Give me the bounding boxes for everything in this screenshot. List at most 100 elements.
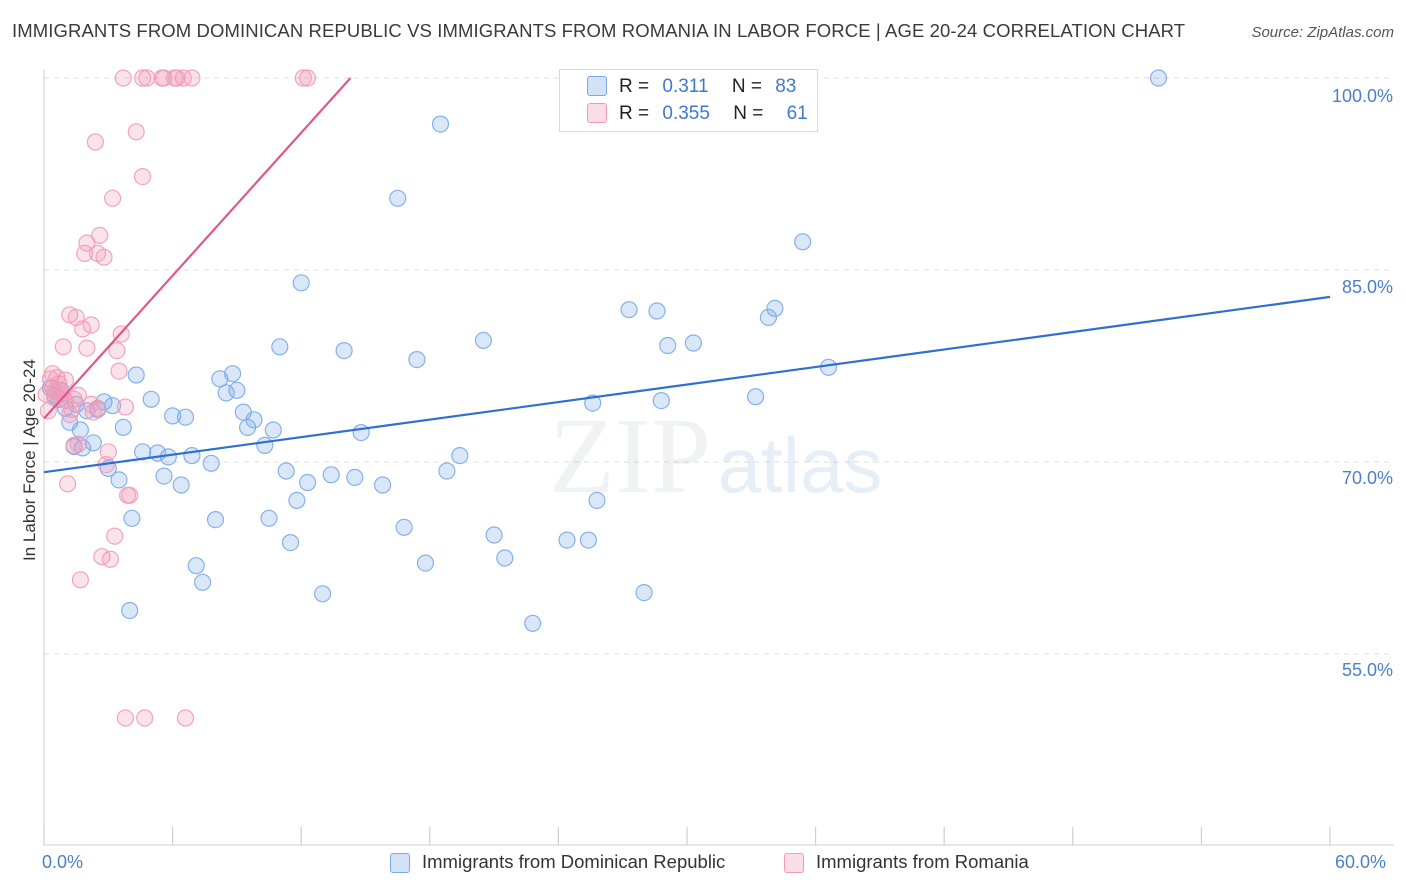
dominican-point-62 — [451, 447, 469, 465]
dominican-point-53 — [346, 468, 364, 486]
y-tick-label-70: 70.0% — [1341, 468, 1393, 488]
dominican-point-41 — [256, 436, 274, 454]
dominican-point-78 — [759, 308, 778, 326]
dominican-point-68 — [579, 531, 598, 549]
dominican-point-65 — [496, 549, 514, 567]
legend-stats-romania: R = 0.355 N = 61 — [619, 103, 808, 125]
dominican-point-70 — [588, 491, 606, 509]
dominican-point-32 — [202, 454, 220, 472]
romania-point-57 — [168, 69, 186, 87]
legend-r-value: 0.355 — [662, 103, 710, 124]
romania-point-61 — [299, 69, 317, 87]
dominican-point-73 — [648, 302, 666, 320]
gridlines — [44, 77, 1394, 655]
watermark: ZIP atlas — [549, 397, 882, 516]
dominican-point-33 — [206, 510, 225, 529]
legend-r-label: R = — [619, 76, 650, 97]
dominican-point-36 — [224, 365, 242, 383]
romania-point-64 — [176, 709, 195, 727]
chart-source: Source: ZipAtlas.com — [1251, 24, 1394, 41]
dominican-point-82 — [1149, 69, 1168, 87]
romania-point-39 — [99, 443, 117, 461]
romania-point-23 — [69, 386, 87, 404]
romania-point-50 — [127, 123, 145, 141]
romania-point-44 — [110, 362, 128, 380]
dominican-point-61 — [438, 462, 456, 480]
dominican-point-74 — [652, 392, 670, 410]
dominican-point-56 — [389, 189, 407, 207]
romania-point-25 — [73, 320, 92, 338]
legend-n-value: 83 — [775, 76, 797, 97]
bottom-legend-swatch-dominican — [390, 853, 410, 873]
dominican-point-43 — [264, 421, 282, 439]
dominican-point-8 — [71, 421, 90, 439]
romania-point-26 — [76, 244, 94, 262]
chart-title: IMMIGRANTS FROM DOMINICAN REPUBLIC VS IM… — [12, 20, 1186, 41]
dominican-point-19 — [123, 509, 141, 527]
legend-stats-dominican: R = 0.311 N = 83 — [619, 76, 796, 98]
watermark-atlas: atlas — [718, 421, 883, 509]
dominican-point-58 — [408, 351, 426, 369]
romania-point-12 — [54, 338, 72, 356]
watermark-zip: ZIP — [549, 397, 711, 516]
y-tick-label-55: 55.0% — [1341, 660, 1393, 680]
romania-point-15 — [58, 475, 77, 493]
dominican-trend-line — [43, 295, 1331, 474]
dominican-point-18 — [121, 601, 139, 620]
romania-point-59 — [183, 69, 201, 87]
legend-r-value: 0.311 — [662, 76, 709, 97]
dominican-point-76 — [684, 334, 703, 352]
axes — [43, 70, 1394, 846]
dominican-point-80 — [794, 233, 812, 251]
legend-swatch-dominican — [587, 76, 607, 96]
romania-point-35 — [91, 226, 109, 244]
dominican-point-59 — [416, 554, 435, 572]
dominican-point-63 — [474, 331, 492, 349]
dominican-point-79 — [766, 299, 784, 317]
dominican-point-45 — [277, 462, 295, 480]
dominican-point-20 — [127, 366, 145, 384]
dominican-point-29 — [183, 447, 201, 465]
romania-point-40 — [101, 550, 120, 568]
dominican-point-57 — [395, 518, 413, 536]
dominican-point-69 — [584, 394, 602, 412]
dominican-point-37 — [228, 381, 246, 399]
trend-lines — [43, 77, 1331, 474]
dominican-point-44 — [271, 338, 289, 356]
dominican-point-22 — [142, 390, 160, 408]
romania-point-63 — [136, 709, 154, 727]
romania-point-53 — [138, 69, 156, 87]
bottom-legend-swatch-romania — [784, 853, 804, 873]
dominican-point-54 — [352, 424, 370, 442]
dominican-point-66 — [524, 614, 542, 632]
dominican-point-72 — [635, 583, 653, 602]
romania-point-43 — [108, 342, 126, 360]
dominican-point-49 — [299, 473, 317, 492]
bottom-legend-label-dominican: Immigrants from Dominican Republic — [422, 851, 726, 872]
legend-swatch-romania — [587, 103, 607, 123]
dominican-point-11 — [84, 434, 102, 452]
dominican-point-40 — [245, 411, 263, 429]
dominican-point-75 — [659, 336, 677, 355]
romania-point-28 — [78, 234, 96, 252]
y-tick-label-100: 100.0% — [1331, 86, 1393, 106]
dominican-point-60 — [431, 115, 450, 133]
dominican-point-52 — [335, 342, 353, 360]
dominican-point-64 — [485, 526, 503, 544]
dominican-point-48 — [292, 274, 310, 292]
dominican-point-50 — [314, 585, 332, 603]
legend-r-label: R = — [619, 103, 650, 124]
dominican-point-71 — [620, 301, 638, 319]
romania-point-49 — [121, 486, 139, 504]
dominican-point-13 — [95, 393, 113, 411]
dominican-point-31 — [194, 573, 212, 591]
dominican-point-28 — [176, 408, 195, 426]
legend-n-value: 61 — [786, 103, 808, 124]
romania-point-33 — [88, 399, 107, 417]
romania-point-60 — [294, 69, 312, 87]
romania-point-51 — [134, 168, 152, 186]
dominican-point-34 — [211, 370, 229, 388]
dominican-point-27 — [172, 476, 190, 494]
romania-point-52 — [134, 69, 152, 87]
romania-point-42 — [106, 527, 124, 545]
